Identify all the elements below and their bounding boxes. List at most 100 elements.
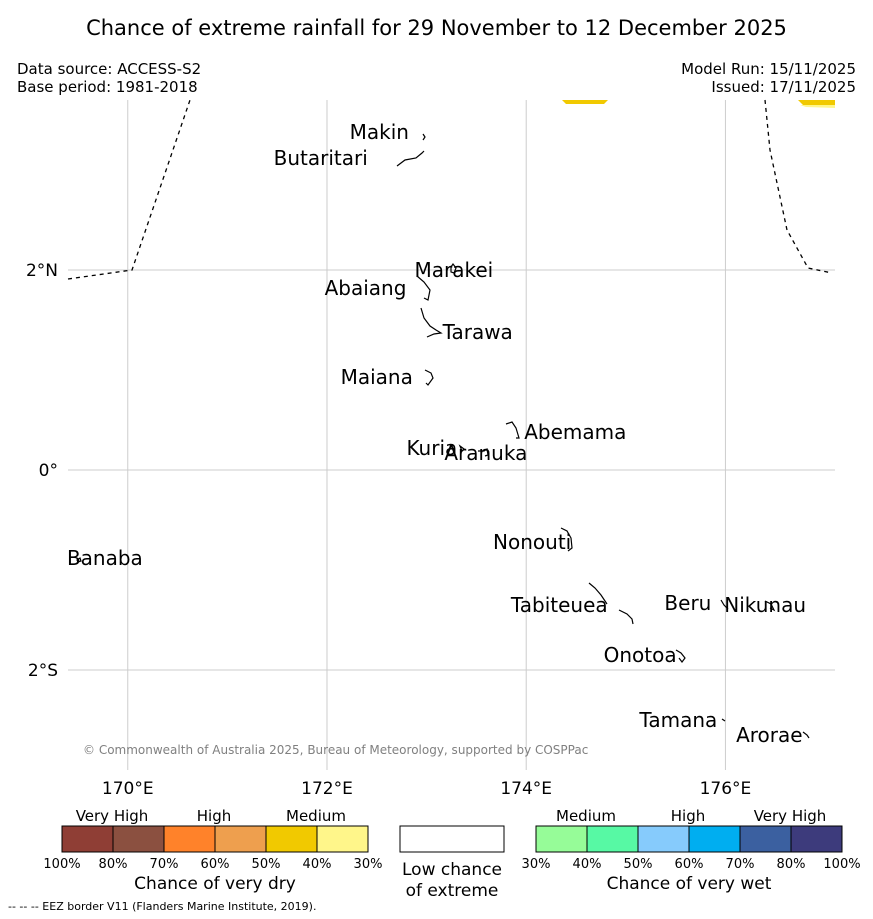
- eez-border: [67, 99, 833, 280]
- island-label-butaritari: Butaritari: [274, 146, 368, 170]
- low-chance-swatch: [399, 825, 505, 853]
- eez-footnote: -- -- -- EEZ border V11 (Flanders Marine…: [8, 900, 317, 913]
- page-title: Chance of extreme rainfall for 29 Novemb…: [86, 16, 787, 40]
- lat-tick-label: 2°S: [28, 661, 58, 681]
- island-label-maiana: Maiana: [341, 365, 413, 389]
- legend-tick: 80%: [777, 857, 806, 872]
- run-info-block: Model Run: 15/11/2025 Issued: 17/11/2025: [681, 60, 856, 96]
- eez-border-east: [764, 99, 833, 274]
- copyright-notice: © Commonwealth of Australia 2025, Bureau…: [83, 743, 588, 757]
- legend-tick: 30%: [522, 857, 551, 872]
- eez-border-west: [67, 99, 191, 280]
- island-label-nikunau: Nikunau: [724, 593, 806, 617]
- arorae-outline: [802, 731, 810, 739]
- kuria-outline: [458, 444, 465, 453]
- legend-very-wet: 30% 40% 50% 60% 70% 80% 100% Medium High Very Hig…: [522, 807, 861, 894]
- legend-tick: 60%: [201, 857, 230, 872]
- lat-tick-label: 0°: [39, 461, 58, 481]
- legend-swatch: [214, 825, 267, 853]
- legend-tick: 70%: [150, 857, 179, 872]
- legend-header: Medium: [286, 807, 346, 825]
- legend-tick: 100%: [823, 857, 860, 872]
- legend-header: High: [671, 807, 705, 825]
- island-label-abaiang: Abaiang: [325, 276, 407, 300]
- island-label-banaba: Banaba: [67, 546, 143, 570]
- legend-caption: Chance of very dry: [134, 874, 296, 894]
- legend-swatch: [163, 825, 216, 853]
- legend-tick: 60%: [675, 857, 704, 872]
- legend-header: High: [197, 807, 231, 825]
- island-label-nonouti: Nonouti: [493, 530, 571, 554]
- legend-swatch: [637, 825, 690, 853]
- legend-header: Very High: [76, 807, 149, 825]
- tabiteuea-outline: [588, 582, 634, 625]
- legend-tick: 30%: [354, 857, 383, 872]
- legend-tick: 70%: [726, 857, 755, 872]
- tamana-outline: [721, 718, 726, 722]
- legend-tick: 40%: [303, 857, 332, 872]
- island-label-makin: Makin: [350, 120, 409, 144]
- butaritari-outline: [396, 150, 425, 167]
- maiana-outline: [424, 369, 434, 386]
- legend-tick: 40%: [573, 857, 602, 872]
- island-label-tabiteuea: Tabiteuea: [510, 593, 608, 617]
- map-gridlines: [68, 100, 835, 770]
- legend-swatch: [586, 825, 639, 853]
- island-outlines: [76, 133, 810, 739]
- tarawa-outline: [420, 307, 443, 338]
- aranuka-outline: [478, 447, 489, 457]
- dry-patch-central: [562, 100, 608, 104]
- island-label-aranuka: Aranuka: [444, 441, 527, 465]
- banaba-outline: [76, 557, 82, 563]
- island-label-tamana: Tamana: [638, 708, 717, 732]
- legend-tick: 100%: [43, 857, 80, 872]
- legend-swatch: [739, 825, 792, 853]
- legend-swatch: [61, 825, 114, 853]
- legend-header: Very High: [754, 807, 827, 825]
- nikunau-outline: [764, 600, 776, 612]
- data-source: Data source: ACCESS-S2: [17, 60, 202, 78]
- island-label-kuria: Kuria: [406, 436, 457, 460]
- lon-tick-label: 170°E: [102, 779, 154, 799]
- marakei-outline: [450, 262, 457, 274]
- onotoa-outline: [675, 649, 686, 663]
- legend-tick: 80%: [99, 857, 128, 872]
- island-label-onotoa: Onotoa: [604, 643, 677, 667]
- legend-swatch: [790, 825, 843, 853]
- legend-swatch: [316, 825, 369, 853]
- makin-outline: [422, 133, 426, 141]
- legend-caption: Chance of very wet: [607, 874, 772, 894]
- island-label-beru: Beru: [664, 591, 711, 615]
- island-label-arorae: Arorae: [736, 723, 802, 747]
- low-chance-caption-1: Low chance: [402, 860, 502, 880]
- data-source-block: Data source: ACCESS-S2 Base period: 1981…: [17, 60, 201, 96]
- abaiang-outline: [416, 275, 431, 301]
- beru-outline: [720, 599, 729, 610]
- model-run: Model Run: 15/11/2025: [681, 60, 856, 78]
- legend-very-dry: 100% 80% 70% 60% 50% 40% 30% Very High High Mediu…: [43, 807, 382, 894]
- lat-tick-label: 2°N: [26, 261, 58, 281]
- lon-tick-label: 176°E: [700, 779, 752, 799]
- island-label-abemama: Abemama: [524, 420, 626, 444]
- island-label-tarawa: Tarawa: [442, 320, 513, 344]
- legend-swatch: [688, 825, 741, 853]
- abemama-outline: [505, 421, 520, 439]
- legend-swatch: [112, 825, 165, 853]
- legend-tick: 50%: [624, 857, 653, 872]
- island-label-marakei: Marakei: [414, 258, 493, 282]
- nonouti-outline: [560, 527, 573, 552]
- low-chance-caption-2: of extreme: [406, 881, 499, 901]
- lon-tick-label: 174°E: [500, 779, 552, 799]
- legend-low-chance: Low chance of extreme: [399, 825, 505, 901]
- legend-swatch: [535, 825, 588, 853]
- medium-dry-patches: [562, 100, 835, 108]
- legend-tick: 50%: [252, 857, 281, 872]
- lon-tick-label: 172°E: [301, 779, 353, 799]
- issued-date: Issued: 17/11/2025: [711, 78, 856, 96]
- base-period: Base period: 1981-2018: [17, 78, 198, 96]
- legend-swatch: [265, 825, 318, 853]
- axis-labels: 170°E 172°E 174°E 176°E 2°N 0° 2°S: [26, 261, 751, 799]
- legend-header: Medium: [556, 807, 616, 825]
